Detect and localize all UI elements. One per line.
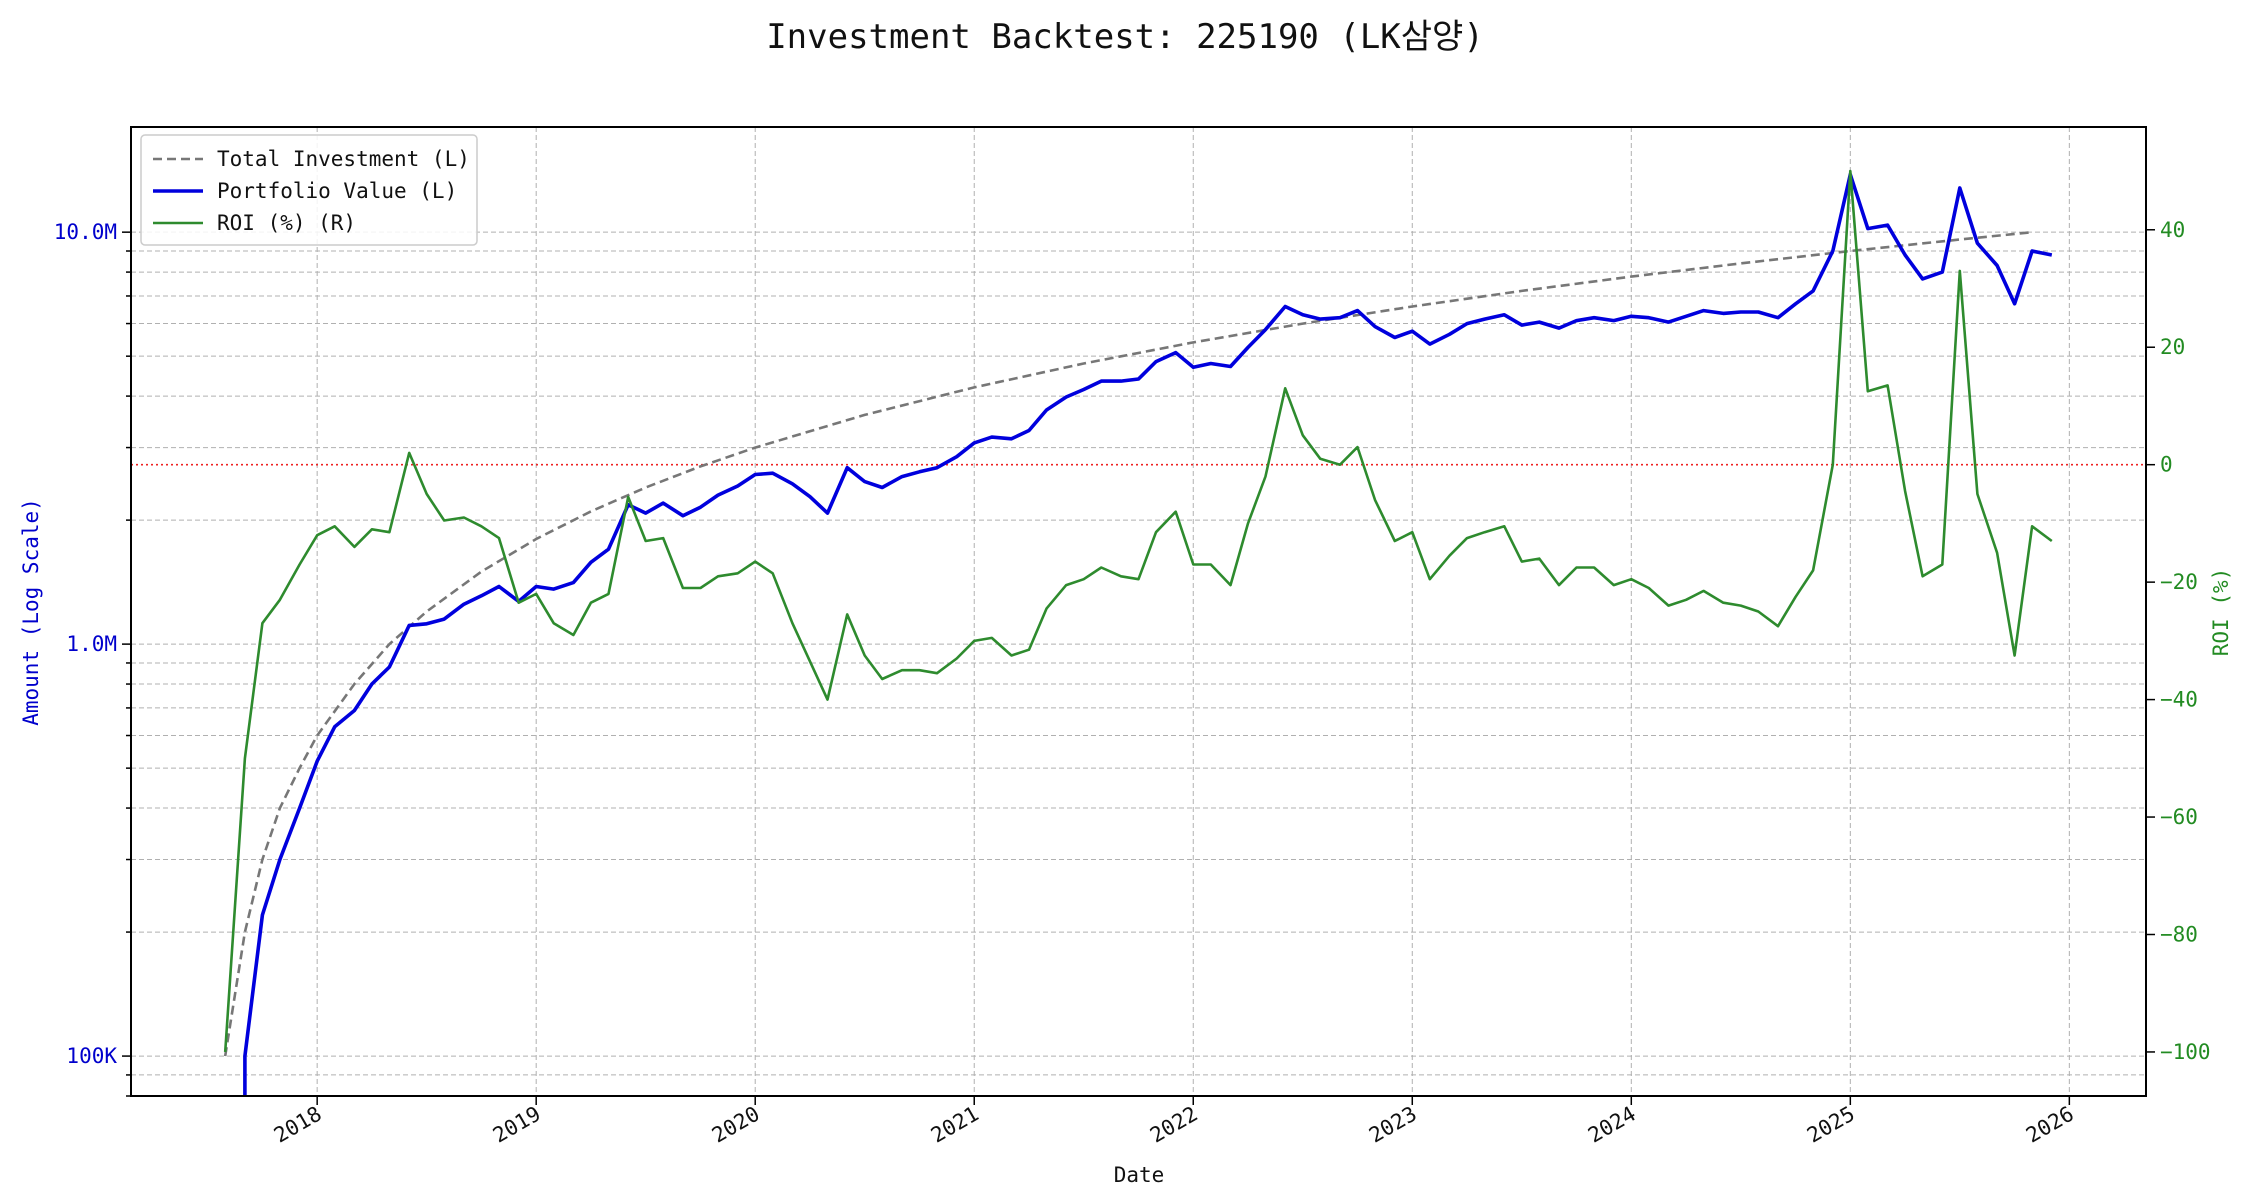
legend-box (140, 134, 478, 246)
right-tick-label: −20 (2160, 570, 2198, 594)
left-tick-label: 10.0M (54, 220, 117, 244)
series-line-1 (243, 172, 2053, 1096)
legend-label: Portfolio Value (L) (217, 179, 457, 203)
right-tick-label: 20 (2160, 335, 2185, 359)
legend-label: ROI (%) (R) (217, 211, 356, 235)
x-tick-label: 2021 (927, 1102, 983, 1148)
x-tick-label: 2019 (489, 1102, 545, 1148)
series-line-2 (223, 169, 2053, 1053)
series-layer (223, 169, 2053, 1096)
x-tick-label: 2025 (1803, 1102, 1859, 1148)
x-axis: 2018 2019 2020 2021 2022 2023 2024 2025 2026 (270, 1096, 2078, 1148)
right-tick-label: −40 (2160, 688, 2198, 712)
x-tick-label: 2022 (1146, 1102, 1202, 1148)
right-tick-label: −60 (2160, 805, 2198, 829)
x-tick-label: 2020 (708, 1102, 764, 1148)
left-tick-label: 100K (66, 1044, 117, 1068)
x-tick-label: 2026 (2022, 1102, 2078, 1148)
chart-title: Investment Backtest: 225190 (LK삼양) (766, 17, 1484, 57)
grid-layer (131, 127, 2146, 1097)
left-y-axis-label: Amount (Log Scale) (19, 498, 43, 726)
x-axis-label: Date (1114, 1163, 1165, 1187)
plot-frame (130, 126, 2147, 1097)
x-tick-label: 2023 (1365, 1102, 1421, 1148)
series-line-0 (223, 230, 2033, 1057)
right-tick-label: 0 (2160, 453, 2173, 477)
right-tick-label: −80 (2160, 923, 2198, 947)
x-tick-label: 2024 (1584, 1102, 1640, 1148)
legend: Total Investment (L) Portfolio Value (L) R… (140, 134, 478, 246)
right-tick-label: −100 (2160, 1040, 2211, 1064)
x-tick-label: 2018 (270, 1102, 326, 1148)
right-tick-label: 40 (2160, 218, 2185, 242)
left-axis: 100K 1.0M 10.0M (54, 220, 131, 1097)
right-y-axis-label: ROI (%) (2209, 568, 2233, 657)
right-axis: −100 −80 −60 −40 −20 0 20 40 (2146, 218, 2211, 1064)
legend-label: Total Investment (L) (217, 147, 470, 171)
left-tick-label: 1.0M (66, 632, 117, 656)
